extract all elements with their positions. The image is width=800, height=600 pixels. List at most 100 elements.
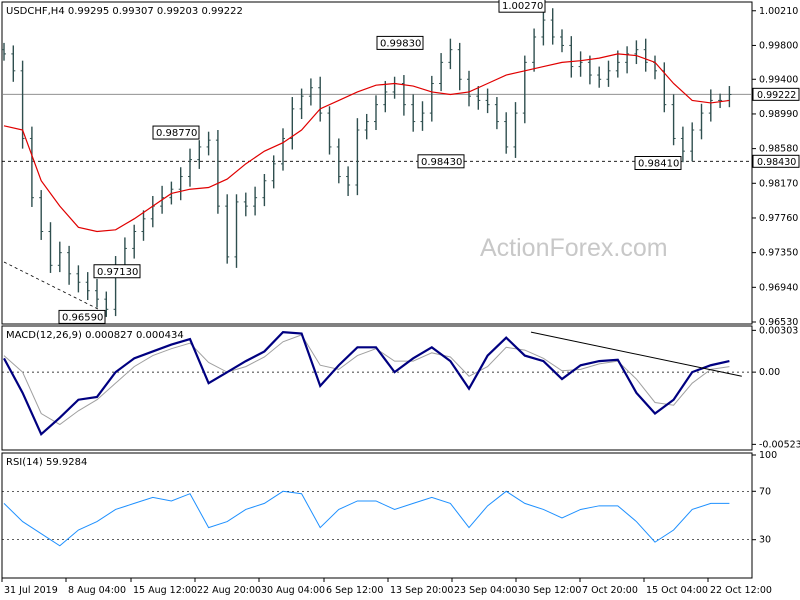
price-bar <box>346 166 351 196</box>
x-tick-label: 15 Oct 04:00 <box>646 585 708 596</box>
price-bar <box>504 112 509 154</box>
price-bar <box>699 103 704 140</box>
price-bar <box>578 51 583 77</box>
price-bar <box>364 113 369 140</box>
price-annotation-box <box>93 264 141 279</box>
price-bar <box>625 46 630 74</box>
macd-y-tick-label: 0.00303 <box>759 325 798 336</box>
price-bar <box>48 222 53 273</box>
price-y-tick-label: 0.99800 <box>759 40 798 51</box>
price-bar <box>383 80 388 113</box>
price-bar <box>104 291 109 317</box>
price-annotation-label: 1.00270 <box>502 1 543 12</box>
rsi-y-tick-label: 100 <box>759 450 777 461</box>
price-y-tick-label: 0.97350 <box>759 248 798 259</box>
x-tick-label: 31 Jul 2019 <box>4 585 58 596</box>
price-annotation-box <box>152 125 200 140</box>
price-bar <box>467 70 471 107</box>
price-bar <box>141 210 146 241</box>
price-bar <box>281 128 285 171</box>
moving-average-line <box>3 53 730 233</box>
price-bar <box>206 131 211 156</box>
price-bar <box>215 130 220 214</box>
price-bar <box>597 66 602 88</box>
price-y-tick-label: 0.98170 <box>759 178 798 189</box>
price-bar <box>532 28 537 72</box>
price-bar <box>727 86 732 108</box>
support-box <box>752 154 800 168</box>
macd-trendline <box>530 331 742 377</box>
price-bar <box>243 192 248 217</box>
price-annotation-label: 0.97130 <box>97 267 138 278</box>
price-bar <box>11 45 16 82</box>
price-bar <box>253 186 258 216</box>
x-tick-label: 22 Oct 12:00 <box>710 585 772 596</box>
price-bar <box>132 224 137 259</box>
macd-y-tick-label: -0.005236 <box>759 439 800 450</box>
price-bar <box>290 97 295 150</box>
price-bar <box>299 88 304 120</box>
price-bar <box>318 76 323 122</box>
price-bar <box>653 55 657 80</box>
price-y-tick-label: 0.96940 <box>759 282 798 293</box>
price-bar <box>29 126 34 207</box>
price-bar <box>271 155 276 189</box>
price-y-tick-label: 0.97760 <box>759 213 798 224</box>
price-bar <box>569 36 574 78</box>
price-y-tick-label: 0.98580 <box>759 144 798 155</box>
price-bar <box>2 42 6 61</box>
x-tick-label: 6 Sep 12:00 <box>326 585 383 596</box>
price-annotation-box <box>417 154 465 169</box>
price-bar <box>336 138 341 184</box>
rsi-y-tick-label: 70 <box>759 486 771 497</box>
price-bar <box>680 126 685 163</box>
price-bar <box>234 194 239 268</box>
price-bar <box>513 102 518 158</box>
price-bar <box>150 195 155 228</box>
price-y-tick-label: 1.00210 <box>759 6 798 17</box>
price-bar <box>374 95 378 131</box>
price-bar <box>522 55 527 124</box>
price-bar <box>550 8 555 45</box>
x-tick-label: 8 Aug 04:00 <box>68 585 126 596</box>
price-bar <box>85 272 90 301</box>
x-tick-label: 7 Oct 20:00 <box>582 585 638 596</box>
price-bar <box>420 101 425 131</box>
price-annotation-label: 0.98410 <box>638 159 679 170</box>
price-bar <box>439 53 444 92</box>
rsi-line <box>3 490 730 547</box>
price-bar <box>690 122 695 162</box>
x-tick-label: 30 Sep 12:00 <box>518 585 581 596</box>
price-layer: 1.00210 0.99800 0.99400 0.98990 0.98580 0.981… <box>2 0 800 328</box>
rsi-y-tick-label: 30 <box>759 535 771 546</box>
rsi-panel <box>1 452 753 579</box>
price-bar <box>401 75 406 116</box>
price-bar <box>429 75 434 122</box>
price-annotation-label: 0.98770 <box>156 128 197 139</box>
price-panel <box>1 1 753 325</box>
rsi-layer: 100 70 30 <box>2 450 777 547</box>
macd-line <box>3 331 730 437</box>
support-label: 0.98430 <box>757 157 796 168</box>
price-annotation-box <box>58 309 106 324</box>
x-tick-label: 13 Sep 20:00 <box>390 585 453 596</box>
price-bar <box>671 94 676 146</box>
price-bar <box>76 265 81 293</box>
price-bar <box>39 190 44 240</box>
price-bar <box>262 173 267 207</box>
price-bar <box>57 241 62 273</box>
price-bar <box>178 167 183 201</box>
price-bar <box>20 60 25 149</box>
price-bar <box>448 38 453 70</box>
price-bar <box>643 38 648 72</box>
trend-dashed <box>3 261 101 311</box>
price-annotation-label: 0.98430 <box>421 157 462 168</box>
current-price-label: 0.99222 <box>757 90 796 101</box>
price-bar <box>541 9 546 46</box>
x-tick-label: 23 Sep 04:00 <box>454 585 517 596</box>
price-bar <box>95 278 99 308</box>
price-bar <box>457 42 462 91</box>
watermark: ActionForex.com <box>480 234 668 262</box>
price-bar <box>355 118 360 196</box>
